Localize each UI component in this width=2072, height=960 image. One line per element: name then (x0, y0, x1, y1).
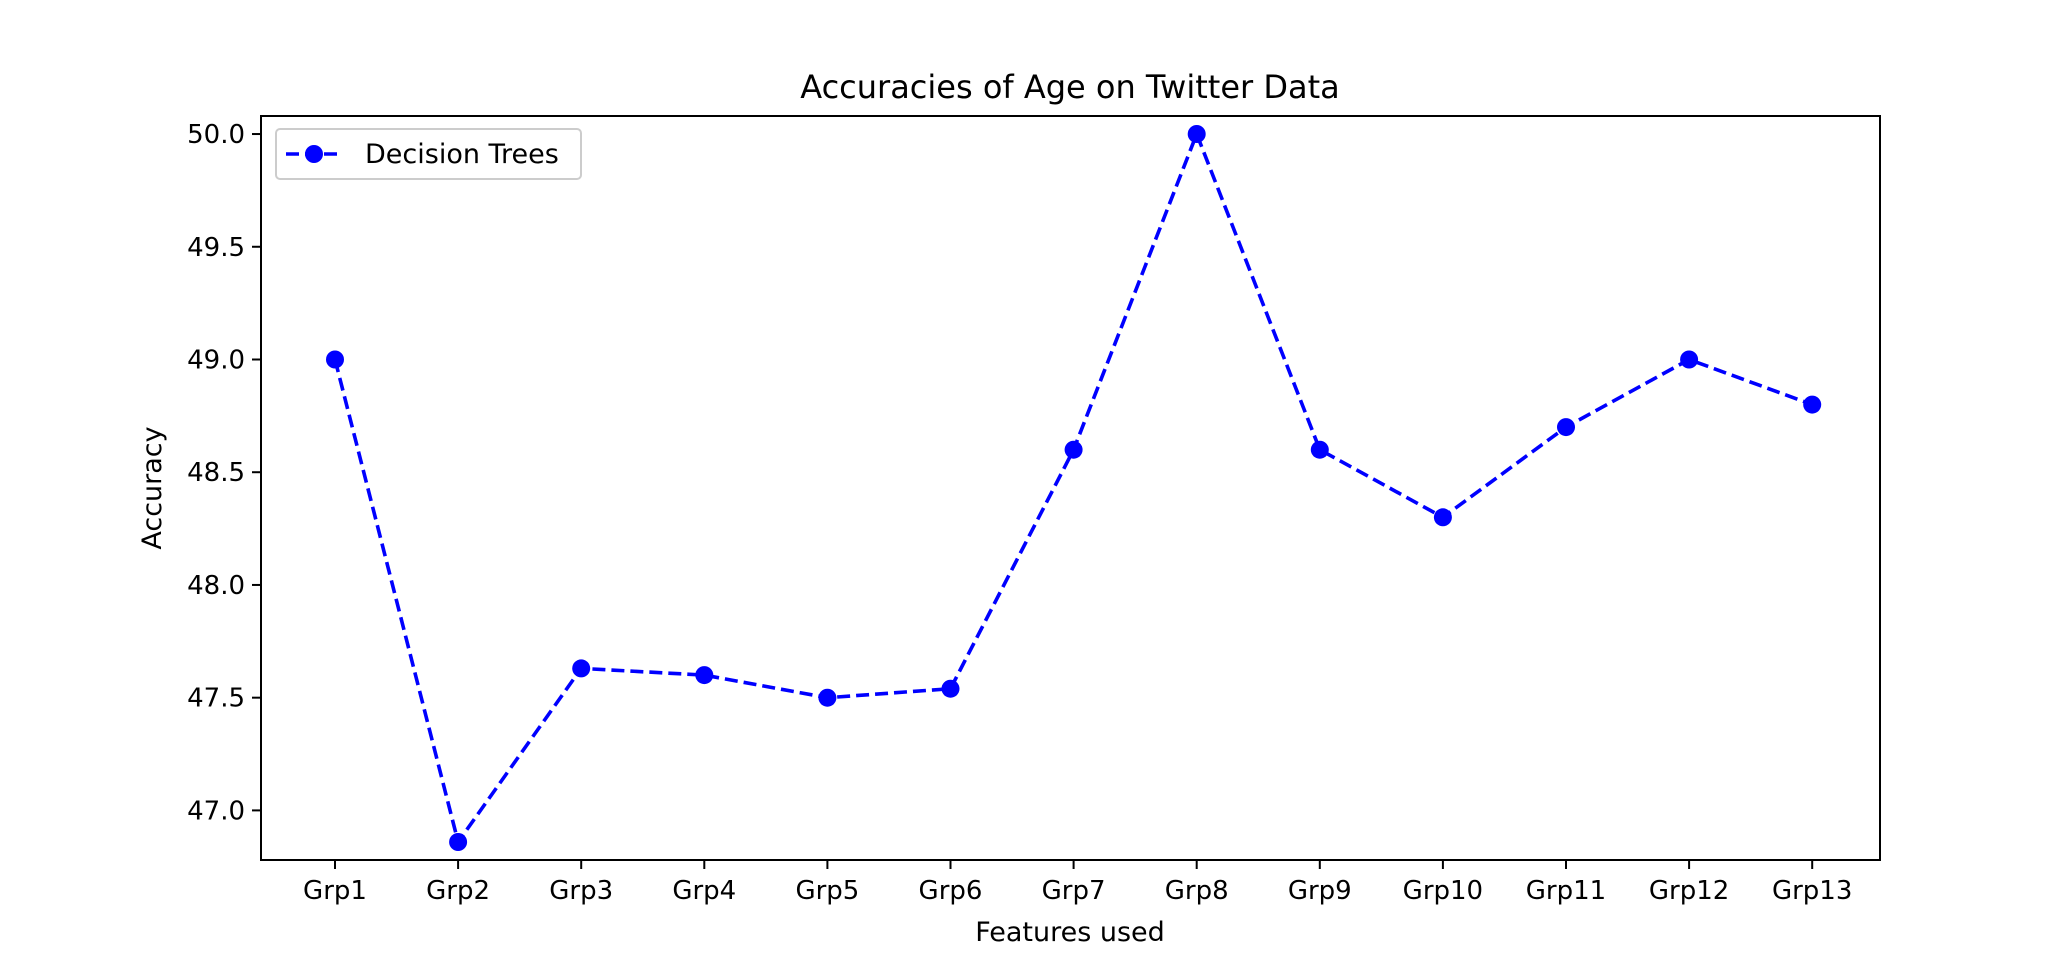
x-tick-label: Grp2 (426, 876, 490, 906)
data-point-grp1 (326, 350, 344, 369)
data-point-grp5 (818, 688, 837, 707)
data-point-grp4 (695, 666, 714, 685)
x-tick-label: Grp4 (672, 876, 736, 906)
x-tick-label: Grp12 (1649, 876, 1729, 906)
y-tick-label: 47.0 (187, 796, 245, 826)
y-tick-label: 49.0 (187, 345, 245, 375)
data-point-grp7 (1064, 440, 1083, 459)
legend: Decision Trees (275, 128, 582, 180)
data-point-grp3 (572, 659, 591, 678)
plot-frame (260, 115, 1881, 861)
x-tick-label: Grp1 (303, 876, 367, 906)
legend-box (275, 128, 582, 180)
x-tick-label: Grp11 (1526, 876, 1606, 906)
x-axis-label: Features used (975, 917, 1165, 948)
y-tick-label: 48.0 (187, 571, 245, 601)
y-tick-label: 48.5 (187, 458, 245, 488)
x-tick-label: Grp3 (549, 876, 613, 906)
plot-area (261, 116, 1880, 860)
x-tick-label: Grp8 (1165, 876, 1229, 906)
data-point-grp2 (449, 833, 468, 851)
y-tick-label: 47.5 (187, 684, 245, 714)
data-point-grp11 (1557, 418, 1575, 437)
data-point-grp8 (1187, 125, 1206, 143)
x-tick-label: Grp5 (795, 876, 859, 906)
x-tick-label: Grp10 (1403, 876, 1483, 906)
y-axis-label: Accuracy (137, 426, 168, 549)
data-point-grp10 (1433, 508, 1452, 527)
x-tick-label: Grp9 (1288, 876, 1352, 906)
data-point-grp9 (1310, 440, 1329, 459)
x-axis-ticks: Grp1 Grp2 Grp3 Grp4 Grp5 Grp6 Grp7 Grp8 Grp9 Grp1… (303, 860, 1852, 906)
legend-marker-swatch (305, 145, 323, 163)
data-point-grp13 (1803, 395, 1822, 414)
chart-title: Accuracies of Age on Twitter Data (800, 68, 1340, 106)
y-tick-label: 50.0 (187, 120, 245, 150)
data-point-grp12 (1680, 350, 1699, 369)
x-tick-label: Grp7 (1042, 876, 1106, 906)
x-tick-label: Grp13 (1772, 876, 1852, 906)
y-axis-ticks: 47.0 47.5 48.0 48.5 49.0 49.5 50.0 (187, 120, 261, 826)
legend-label-decision-trees: Decision Trees (365, 139, 559, 170)
series-markers (326, 125, 1822, 851)
x-tick-label: Grp6 (919, 876, 983, 906)
data-point-grp6 (941, 679, 960, 698)
y-tick-label: 49.5 (187, 233, 245, 263)
